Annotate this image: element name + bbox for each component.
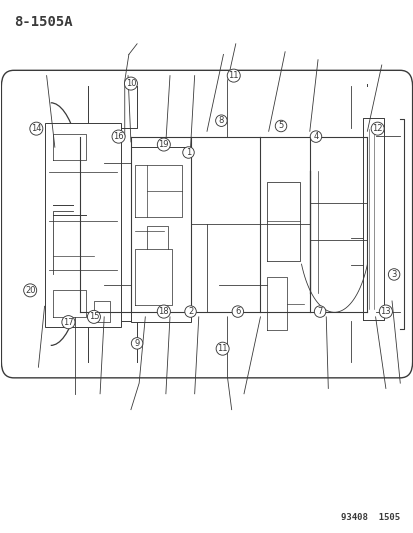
Text: 93408  1505: 93408 1505 bbox=[340, 513, 399, 522]
Text: 2: 2 bbox=[188, 307, 193, 316]
Text: 8: 8 bbox=[218, 116, 223, 125]
Text: 4: 4 bbox=[313, 132, 318, 141]
Text: 10: 10 bbox=[126, 79, 136, 88]
Text: 11: 11 bbox=[228, 71, 238, 80]
Text: 7: 7 bbox=[317, 307, 322, 316]
Text: 20: 20 bbox=[25, 286, 36, 295]
Text: 11: 11 bbox=[217, 344, 227, 353]
Bar bbox=[45, 123, 120, 327]
Text: 18: 18 bbox=[158, 307, 169, 316]
Text: 19: 19 bbox=[158, 140, 169, 149]
Text: 1: 1 bbox=[185, 148, 191, 157]
Text: 15: 15 bbox=[88, 312, 99, 321]
Text: 6: 6 bbox=[235, 307, 240, 316]
Text: 8-1505A: 8-1505A bbox=[14, 14, 72, 29]
Text: 16: 16 bbox=[113, 132, 123, 141]
Text: 5: 5 bbox=[278, 122, 283, 131]
Text: 17: 17 bbox=[63, 318, 74, 327]
Text: 3: 3 bbox=[390, 270, 396, 279]
Text: 12: 12 bbox=[372, 124, 382, 133]
Text: 14: 14 bbox=[31, 124, 41, 133]
Bar bbox=[131, 147, 190, 322]
Text: 13: 13 bbox=[380, 307, 390, 316]
FancyBboxPatch shape bbox=[1, 70, 412, 378]
Text: 9: 9 bbox=[134, 339, 139, 348]
